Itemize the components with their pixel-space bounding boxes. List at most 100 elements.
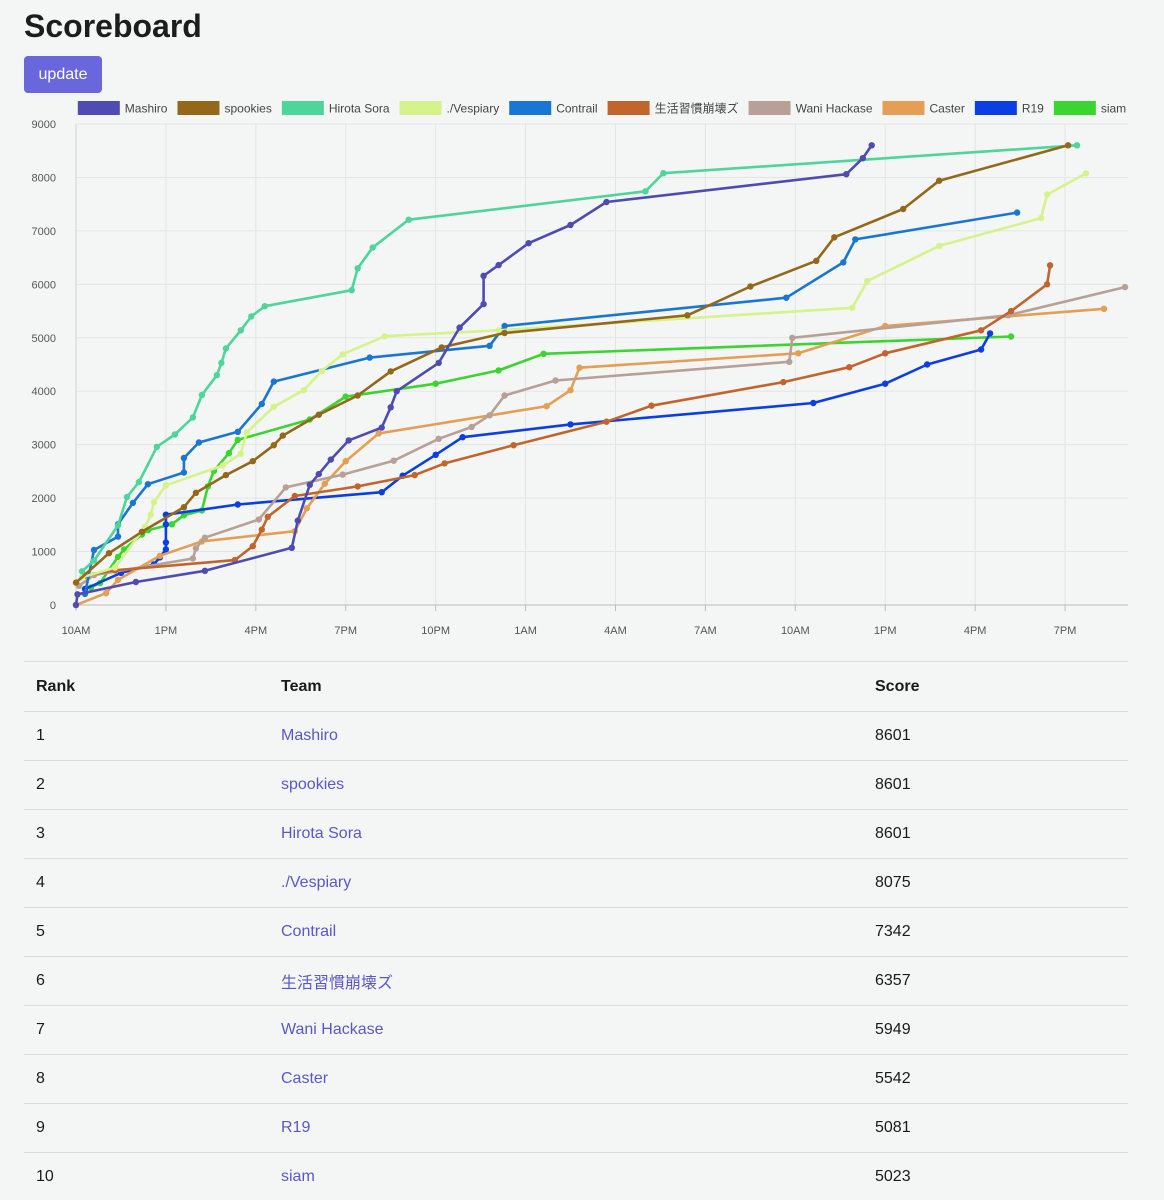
data-point [318,367,325,375]
legend-label: Contrail [556,102,597,116]
data-point [567,221,574,229]
data-point [282,484,289,491]
data-point [1121,283,1129,291]
data-point [438,344,445,351]
team-link[interactable]: spookies [281,776,345,793]
table-header-row: Rank Team Score [24,661,1128,712]
data-point [552,377,559,384]
data-point [150,499,158,506]
data-point [603,198,610,206]
legend-swatch [399,101,442,115]
team-link[interactable]: siam [281,1168,315,1185]
team-link[interactable]: Contrail [281,923,337,940]
data-point [354,483,361,490]
series-spookies [72,142,1072,586]
data-point [501,329,508,337]
data-point [405,216,412,223]
data-point [393,388,400,395]
data-point [162,539,170,546]
data-point [986,330,994,337]
team-link[interactable]: Caster [281,1070,329,1087]
data-point [213,372,221,379]
data-point [249,543,256,550]
data-point [303,505,310,512]
data-point [1064,142,1072,149]
data-point [868,142,875,149]
team-link[interactable]: 生活習慣崩壊ズ [281,975,394,992]
data-point [90,557,98,564]
data-point [234,501,241,508]
data-point [114,533,122,540]
data-point [201,534,209,541]
legend-swatch [1053,101,1096,115]
data-point [501,322,508,330]
data-point [189,555,197,562]
chart-series [72,142,1129,609]
table-row: 1 Mashiro 8601 [24,711,1128,761]
data-point [567,387,574,394]
score-cell: 6357 [863,956,1128,1006]
data-point [459,434,466,441]
legend-label: 生活習慣崩壊ズ [655,101,739,116]
data-point [339,471,346,478]
data-point [852,236,859,243]
data-point [270,442,277,449]
data-point [147,511,155,518]
data-point [1007,333,1015,340]
score-cell: 8075 [863,858,1128,908]
data-point [810,399,817,407]
data-point [843,171,850,178]
legend-label: R19 [1022,102,1044,116]
data-point [864,277,871,285]
legend-swatch [77,101,120,115]
rank-cell: 8 [24,1054,269,1104]
data-point [390,457,397,464]
data-point [279,432,286,439]
data-point [540,350,547,357]
data-point [249,458,256,465]
data-point [339,351,346,358]
legend-label: spookies [224,102,271,116]
data-point [567,421,574,428]
team-link[interactable]: Mashiro [281,727,338,744]
team-cell: Hirota Sora [269,809,863,859]
update-button[interactable]: update [24,56,102,93]
data-point [369,244,376,251]
data-point [831,234,838,241]
data-point [270,403,277,410]
data-point [189,414,197,421]
y-tick-label: 5000 [32,333,56,345]
series-Mashiro [72,142,875,609]
data-point [222,471,230,479]
team-cell: Mashiro [269,711,863,761]
team-link[interactable]: ./Vespiary [281,874,352,891]
legend-label: ./Vespiary [447,102,500,116]
team-link[interactable]: Hirota Sora [281,825,362,842]
data-point [264,513,271,520]
data-point [180,504,188,511]
x-tick-label: 1PM [155,625,178,637]
y-tick-label: 7000 [32,226,56,238]
data-point [642,188,649,195]
team-link[interactable]: R19 [281,1119,311,1136]
data-point [234,428,241,435]
team-link[interactable]: Wani Hackase [281,1021,384,1038]
data-point [456,324,463,331]
data-point [387,368,394,375]
data-point [510,442,517,449]
data-point [495,261,502,269]
legend-label: Caster [929,102,964,116]
data-point [432,380,439,387]
data-point [348,287,355,294]
data-point [486,342,493,349]
y-tick-label: 8000 [32,172,56,184]
rank-cell: 1 [24,711,269,761]
score-cell: 5542 [863,1054,1128,1104]
data-point [258,400,265,408]
data-point [192,489,200,496]
x-tick-label: 10AM [62,625,91,637]
data-point [387,404,394,411]
data-point [192,545,200,552]
data-point [180,454,188,462]
y-tick-label: 2000 [32,493,56,505]
